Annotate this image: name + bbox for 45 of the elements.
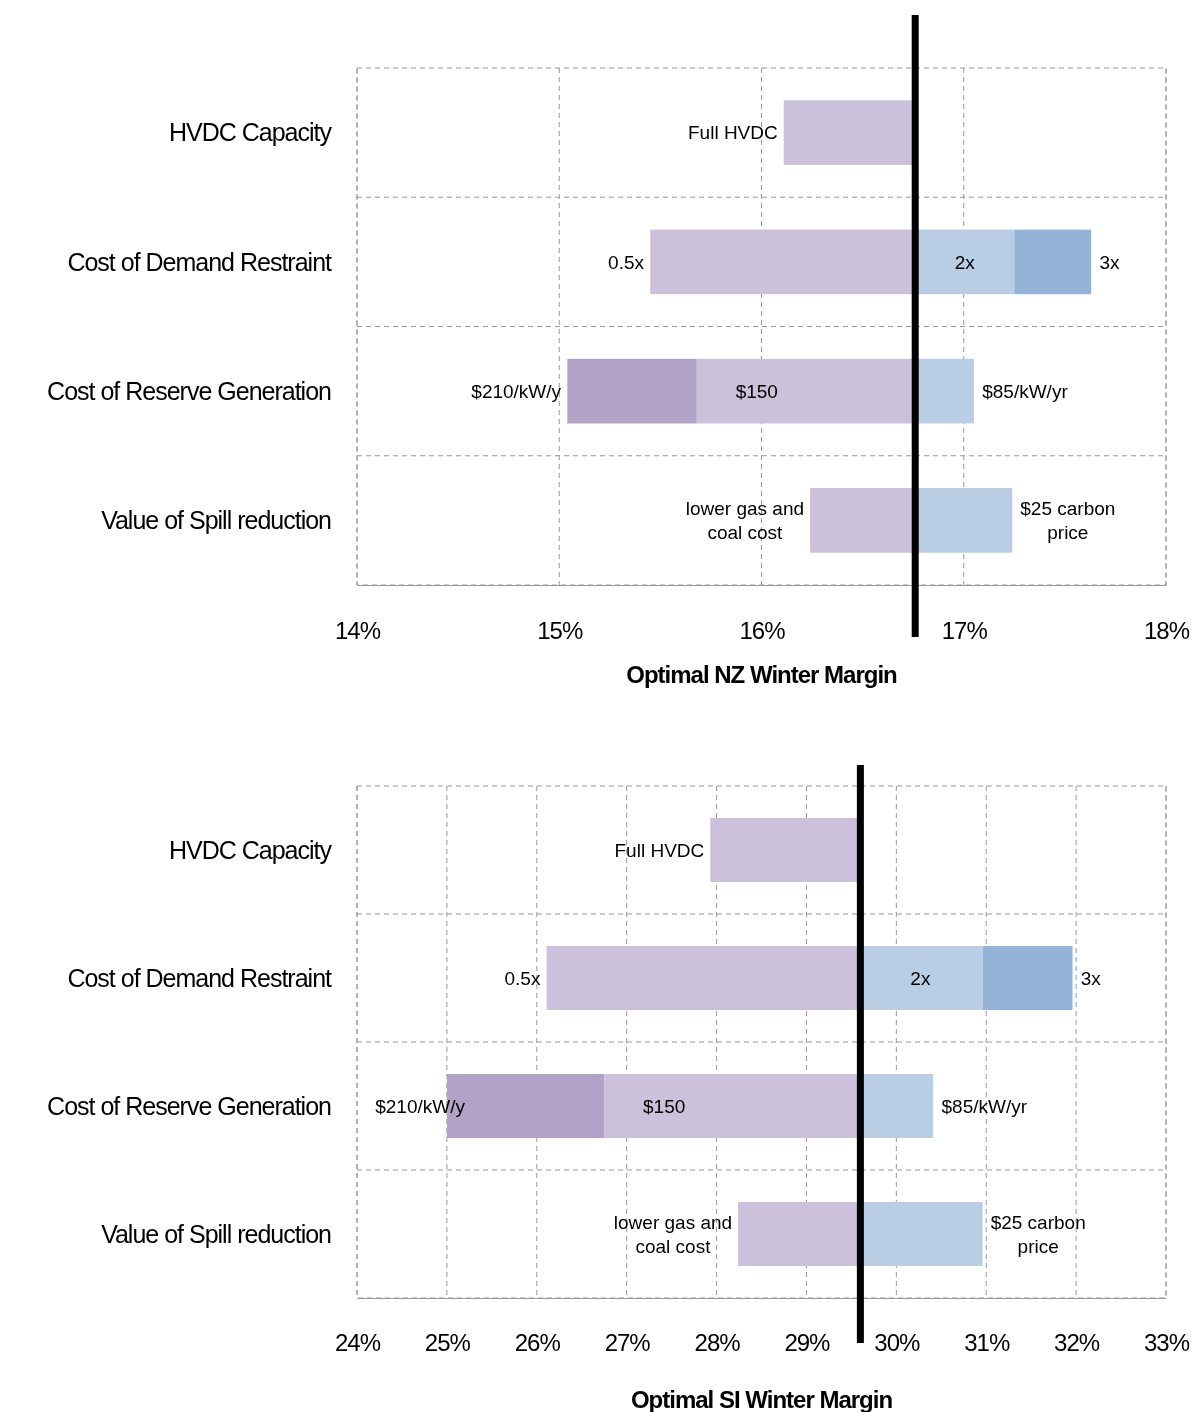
annotation: $25 carbon price — [990, 1211, 1086, 1257]
annotation: $150 — [643, 1095, 686, 1117]
x-tick-label: 28% — [694, 1329, 741, 1357]
annotation: 2x — [910, 967, 931, 989]
annotation: $85/kW/yr — [941, 1095, 1028, 1117]
annotation: Full HVDC — [688, 122, 778, 144]
x-tick-label: 33% — [1143, 1329, 1190, 1357]
bar — [982, 946, 1073, 1010]
annotation: 3x — [1099, 251, 1120, 273]
y-tick-label: HVDC Capacity — [168, 118, 333, 147]
x-tick-label: 29% — [784, 1329, 831, 1357]
x-tick-label: 15% — [537, 617, 583, 645]
annotation: $85/kW/yr — [982, 380, 1069, 402]
x-tick-label: 31% — [964, 1329, 1010, 1357]
annotation: lower gas and coal cost — [613, 1211, 733, 1257]
x-tick-label: 16% — [739, 617, 786, 645]
x-tick-label: 30% — [874, 1329, 921, 1357]
annotation: Full HVDC — [614, 839, 705, 861]
y-tick-label: Cost of Reserve Generation — [47, 1091, 332, 1120]
bar — [567, 358, 697, 424]
annotation: 2x — [954, 251, 976, 273]
x-tick-label: 14% — [334, 617, 381, 645]
annotation: $210/kW/y — [375, 1095, 466, 1117]
x-tick-label: 24% — [334, 1329, 381, 1357]
annotation: $150 — [735, 380, 778, 402]
x-tick-label: 27% — [604, 1329, 651, 1357]
x-tick-label: 17% — [941, 617, 988, 645]
y-tick-label: Cost of Reserve Generation — [47, 376, 332, 405]
annotation: lower gas and coal cost — [685, 498, 805, 544]
annotation: $25 carbon price — [1020, 498, 1116, 544]
annotation: $210/kW/y — [471, 380, 562, 402]
x-axis-title: Optimal NZ Winter Margin — [626, 661, 898, 688]
x-tick-label: 25% — [424, 1329, 471, 1357]
x-tick-label: 32% — [1054, 1329, 1100, 1357]
y-tick-label: Value of Spill reduction — [101, 506, 332, 535]
y-tick-label: Cost of Demand Restraint — [67, 963, 333, 992]
y-tick-label: Cost of Demand Restraint — [67, 247, 333, 276]
annotation: 0.5x — [504, 967, 541, 989]
x-tick-label: 18% — [1143, 617, 1190, 645]
annotation: 3x — [1080, 967, 1102, 989]
y-tick-label: HVDC Capacity — [168, 835, 333, 864]
annotation: 0.5x — [608, 251, 645, 273]
bar — [1014, 229, 1092, 295]
x-tick-label: 26% — [514, 1329, 561, 1357]
y-tick-label: Value of Spill reduction — [101, 1219, 332, 1248]
